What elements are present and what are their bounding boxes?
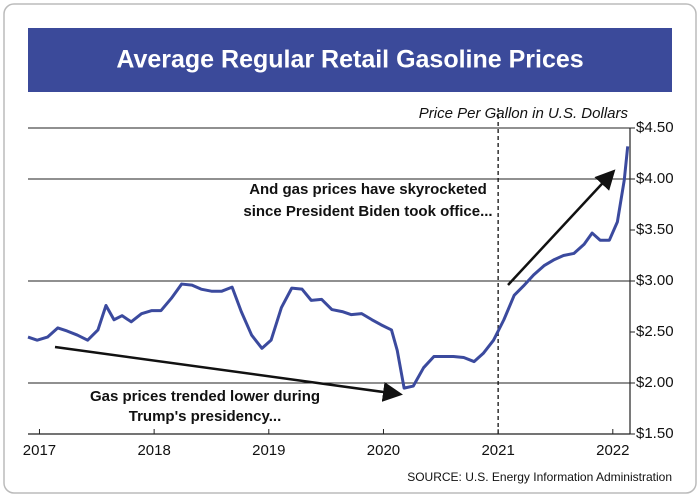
- y-tick-label: $1.50: [636, 425, 674, 442]
- title-banner: [28, 28, 672, 92]
- y-tick-label: $4.50: [636, 119, 674, 136]
- x-tick-label: 2022: [596, 442, 629, 459]
- x-tick-label: 2021: [481, 442, 514, 459]
- x-tick-label: 2018: [137, 442, 170, 459]
- annotation: since President Biden took office...: [243, 203, 492, 220]
- y-tick-label: $3.50: [636, 221, 674, 238]
- chart-title: Average Regular Retail Gasoline Prices: [116, 46, 583, 74]
- x-tick-label: 2019: [252, 442, 285, 459]
- trend-arrow: [507, 169, 616, 286]
- frame: [3, 3, 697, 494]
- price-line: [27, 146, 630, 390]
- annotation: And gas prices have skyrocketed: [249, 181, 487, 198]
- annotation: Trump's presidency...: [129, 408, 282, 425]
- y-axis-label: Price Per Gallon in U.S. Dollars: [419, 105, 629, 122]
- annotation: Gas prices trended lower during: [90, 388, 320, 405]
- trend-arrow: [54, 345, 403, 402]
- y-tick-label: $3.00: [636, 272, 674, 289]
- x-tick-label: 2020: [367, 442, 400, 459]
- y-tick-label: $2.50: [636, 323, 674, 340]
- source: SOURCE: U.S. Energy Information Administ…: [407, 470, 672, 484]
- y-tick-label: $4.00: [636, 170, 674, 187]
- y-tick-label: $2.00: [636, 374, 674, 391]
- x-tick-label: 2017: [23, 442, 56, 459]
